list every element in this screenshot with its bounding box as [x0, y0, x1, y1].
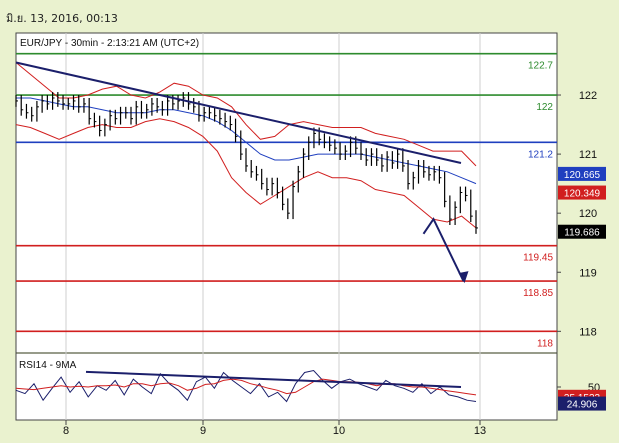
chart-border: [15, 32, 558, 421]
price-bars: [15, 92, 478, 234]
value-badge-label: 24.906: [567, 400, 598, 411]
rsi-panel: [16, 354, 557, 420]
header-strip: มิ.ย. 13, 2016, 00:13: [0, 0, 619, 27]
projection-arrow: [422, 217, 465, 282]
bollinger-lower-line: [15, 118, 477, 229]
chart-title: EUR/JPY - 30min - 2:13:21 AM (UTC+2): [20, 38, 199, 49]
value-badge: [558, 185, 606, 200]
horizontal-levels: 122.7 122 121.2 119.45 118.85 118: [16, 52, 557, 349]
value-badge: [558, 396, 606, 411]
level-label: 122.7: [528, 61, 553, 72]
bollinger-upper-line: [15, 62, 477, 167]
rsi-line: [15, 369, 477, 403]
price-series-group: [15, 62, 477, 229]
x-axis-ticks: 8 9 10 13: [63, 420, 486, 437]
value-badge-label: 120.665: [564, 170, 601, 181]
moving-average-line: [16, 97, 477, 185]
rsi-title: RSI14 - 9MA: [19, 360, 77, 371]
value-badge: [558, 224, 606, 239]
y-tick-label: 119: [579, 267, 597, 279]
y-tick-label: 120: [579, 208, 597, 220]
y-tick-label: 118: [579, 326, 597, 338]
level-label: 118: [537, 338, 553, 349]
projection-arrowhead: [458, 271, 469, 284]
x-tick-label: 9: [200, 425, 206, 437]
price-trendline: [15, 61, 462, 164]
rsi-series-group: [15, 369, 477, 403]
x-tick-label: 10: [333, 425, 345, 437]
x-tick-label: 13: [474, 425, 486, 437]
price-panel: [16, 33, 557, 352]
level-label: 122: [536, 102, 553, 113]
timestamp: มิ.ย. 13, 2016, 00:13: [6, 12, 118, 25]
value-badge-label: 120.349: [564, 189, 601, 200]
value-badge-label: 119.686: [564, 228, 600, 239]
rsi-trendline: [85, 370, 462, 388]
x-tick-label: 8: [63, 425, 69, 437]
trend-lines: [15, 61, 469, 284]
level-label: 118.85: [523, 288, 553, 299]
level-label: 119.45: [523, 253, 553, 264]
y-tick-label: 121: [579, 149, 597, 161]
level-label: 121.2: [528, 149, 553, 160]
y-tick-label: 122: [579, 90, 597, 102]
value-badge: [558, 166, 606, 181]
